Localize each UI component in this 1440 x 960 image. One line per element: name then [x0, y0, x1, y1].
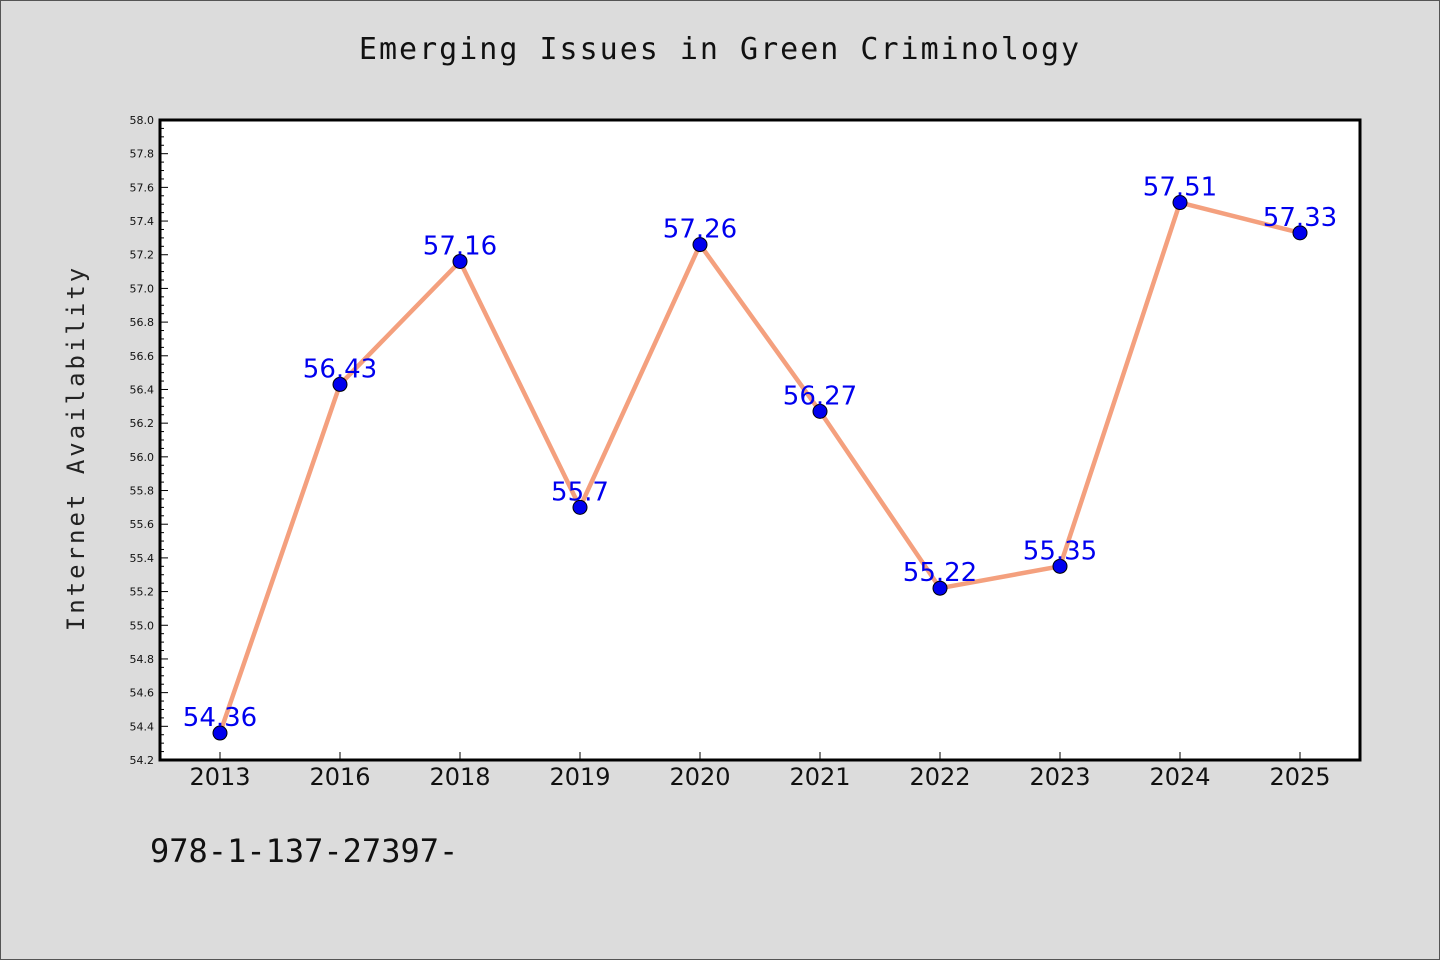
x-tick-label: 2020 — [669, 763, 730, 791]
data-label: 57.51 — [1143, 173, 1217, 203]
y-tick-label: 56.2 — [130, 417, 155, 430]
y-tick-label: 56.4 — [130, 383, 155, 396]
data-label: 55.22 — [903, 558, 977, 588]
x-tick-label: 2018 — [429, 763, 490, 791]
series-line — [217, 199, 1301, 734]
x-tick-label: 2013 — [189, 763, 250, 791]
y-tick-label: 54.4 — [130, 720, 155, 733]
x-tick-label: 2016 — [309, 763, 370, 791]
data-point — [692, 237, 708, 253]
data-label: 56.43 — [303, 354, 377, 384]
data-point — [572, 499, 588, 515]
data-point — [812, 403, 828, 419]
y-tick-label: 56.8 — [130, 316, 155, 329]
data-label: 57.16 — [423, 231, 497, 261]
y-tick-label: 55.8 — [130, 485, 155, 498]
y-tick-label: 57.0 — [130, 282, 155, 295]
chart-title: Emerging Issues in Green Criminology — [358, 32, 1082, 67]
data-point — [1292, 225, 1308, 241]
y-tick-label: 54.8 — [130, 653, 155, 666]
data-label: 55.7 — [551, 477, 609, 507]
data-point — [452, 253, 468, 269]
y-tick-label: 55.2 — [130, 586, 155, 599]
y-tick-label: 56.0 — [130, 451, 155, 464]
data-point — [1172, 195, 1188, 211]
y-tick-label: 57.6 — [130, 181, 155, 194]
y-tick-label: 57.8 — [130, 148, 155, 161]
y-tick-label: 58.0 — [130, 114, 155, 127]
x-axis-ticks: 2013 2016 2018 2019 2020 2021 2022 2023 2024 2025 — [189, 752, 1331, 791]
footer-code: 978-1-137-27397- — [150, 832, 459, 870]
y-tick-label: 55.0 — [130, 619, 155, 632]
series-group — [212, 195, 1308, 741]
y-tick-label: 57.4 — [130, 215, 155, 228]
data-label: 57.26 — [663, 215, 737, 245]
x-tick-label: 2019 — [549, 763, 610, 791]
x-tick-label: 2025 — [1269, 763, 1330, 791]
plot-area — [158, 118, 1362, 762]
y-tick-label: 54.2 — [130, 754, 155, 767]
y-tick-label: 55.4 — [130, 552, 155, 565]
y-tick-label: 55.6 — [130, 518, 155, 531]
x-tick-label: 2024 — [1149, 763, 1210, 791]
x-tick-label: 2021 — [789, 763, 850, 791]
y-tick-label: 56.6 — [130, 350, 155, 363]
data-label: 55.35 — [1023, 536, 1097, 566]
data-label: 56.27 — [783, 381, 857, 411]
x-tick-label: 2022 — [909, 763, 970, 791]
data-labels-group: 54.36 56.43 57.16 55.7 57.26 56.27 55.22 55.35 5… — [183, 173, 1337, 734]
data-point — [1052, 558, 1068, 574]
data-point — [932, 580, 948, 596]
data-point — [332, 376, 348, 392]
x-tick-label: 2023 — [1029, 763, 1090, 791]
data-label: 54.36 — [183, 703, 257, 733]
y-axis-ticks: 54.2 54.4 54.6 54.8 55.0 55.2 55.4 55.6 55.8 56.0… — [130, 114, 168, 767]
data-label: 57.33 — [1263, 203, 1337, 233]
data-point — [212, 725, 228, 741]
y-tick-label: 57.2 — [130, 249, 155, 262]
y-tick-label: 54.6 — [130, 687, 155, 700]
